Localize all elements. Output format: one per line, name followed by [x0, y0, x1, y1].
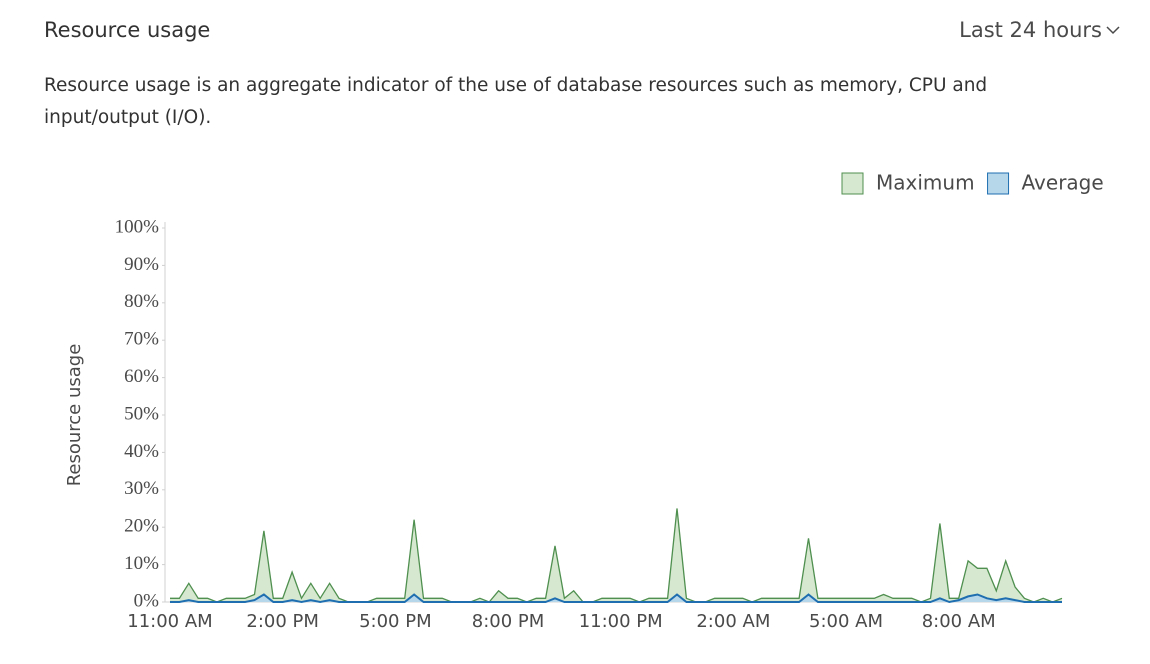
y-tick-label: 20% — [124, 516, 159, 537]
time-range-label: Last 24 hours — [959, 18, 1102, 42]
description: Resource usage is an aggregate indicator… — [44, 75, 988, 128]
x-tick-label: 2:00 AM — [696, 611, 770, 632]
chevron-icon — [1106, 26, 1120, 35]
y-tick-label: 70% — [124, 329, 159, 350]
x-tick-label: 8:00 PM — [472, 611, 545, 632]
x-tick-label: 11:00 AM — [127, 611, 212, 632]
x-tick-label: 5:00 PM — [359, 611, 432, 632]
y-tick-label: 30% — [124, 478, 159, 499]
y-tick-label: 80% — [124, 291, 159, 312]
area-fill — [170, 594, 1062, 602]
area-line — [170, 508, 1063, 603]
x-tick-label: 5:00 AM — [809, 611, 883, 632]
legend-swatch — [841, 172, 864, 195]
panel-title: Resource usage — [44, 18, 211, 42]
legend-label: Average — [1022, 171, 1104, 195]
y-tick-label: 60% — [124, 366, 159, 387]
area-fill — [170, 508, 1062, 602]
y-tick-label: 40% — [124, 441, 159, 462]
y-axis-label: Resource usage — [64, 344, 85, 487]
y-tick-label: 10% — [124, 553, 159, 574]
legend-label: Maximum — [876, 171, 975, 195]
area-line — [170, 593, 1062, 604]
x-tick-label: 2:00 PM — [246, 611, 319, 632]
x-tick-label: 8:00 AM — [922, 611, 996, 632]
x-tick-label: 11:00 PM — [579, 611, 663, 632]
legend-swatch — [987, 172, 1010, 195]
y-tick-label: 50% — [124, 403, 159, 424]
time-range-dropdown[interactable]: Last 24 hours — [959, 18, 1120, 42]
y-tick-label: 90% — [124, 254, 159, 275]
y-tick-label: 100% — [115, 216, 160, 237]
y-tick-label: 0% — [134, 590, 160, 611]
